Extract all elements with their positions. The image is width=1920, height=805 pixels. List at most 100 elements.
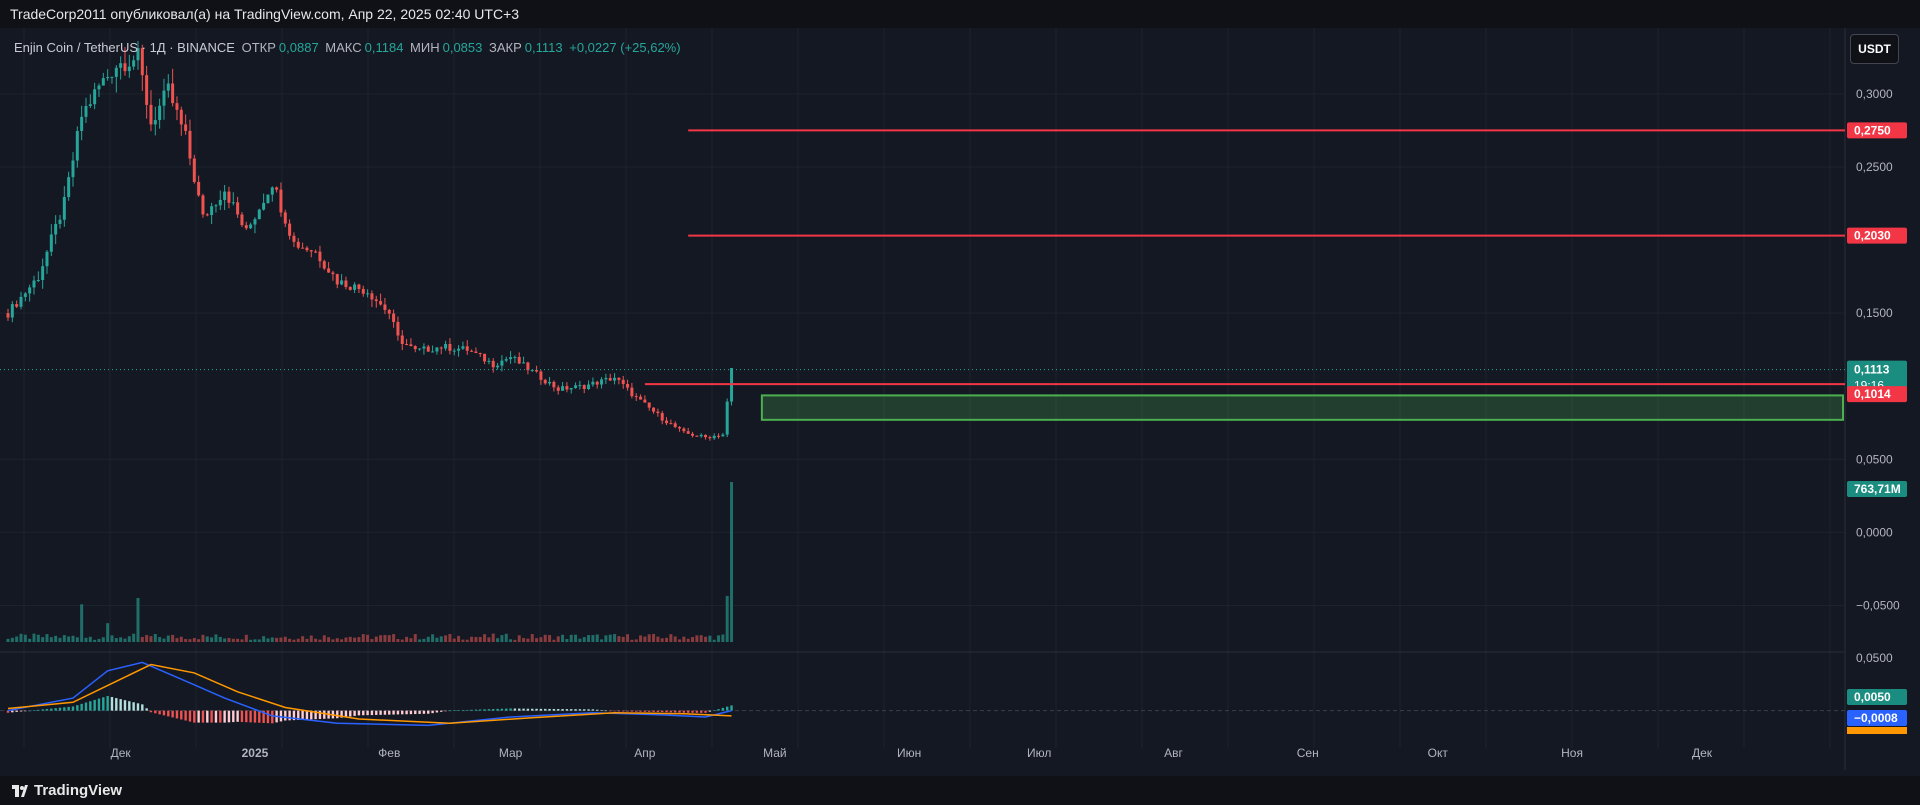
macd-histogram-bar <box>557 709 560 711</box>
volume-bar <box>127 636 131 642</box>
volume-bar <box>314 638 318 642</box>
x-tick-label: Апр <box>634 746 656 760</box>
candle-body <box>535 369 539 372</box>
volume-bar <box>552 639 556 642</box>
candle-body <box>253 219 257 225</box>
candle-body <box>500 360 504 366</box>
volume-bar <box>426 636 430 642</box>
candle-body <box>474 351 478 353</box>
candle-body <box>413 346 417 350</box>
candle-body <box>400 335 404 344</box>
volume-bar <box>145 635 149 642</box>
volume-bar <box>665 637 669 642</box>
resistance-price-tag: 0,1014 <box>1854 387 1891 401</box>
macd-histogram-bar <box>440 710 443 712</box>
macd-histogram-bar <box>336 710 339 719</box>
candle-body <box>634 396 638 398</box>
volume-bar <box>28 638 32 642</box>
volume-bar <box>457 635 461 642</box>
macd-histogram-bar <box>414 710 417 715</box>
resistance-price-tag: 0,2030 <box>1854 229 1891 243</box>
signal-value-tag <box>1847 727 1907 734</box>
volume-bar <box>32 633 36 642</box>
volume-bar <box>88 636 92 642</box>
macd-histogram-tag: 0,0050 <box>1854 690 1891 704</box>
macd-histogram-bar <box>483 709 486 711</box>
macd-histogram-bar <box>552 708 556 711</box>
macd-histogram-bar <box>310 710 313 720</box>
candle-body <box>218 199 222 206</box>
macd-histogram-bar <box>24 710 27 712</box>
candle-body <box>97 85 101 90</box>
candle-body <box>322 261 326 269</box>
volume-bar <box>565 638 569 642</box>
candle-body <box>49 234 53 252</box>
macd-histogram-bar <box>45 708 49 711</box>
candle-body <box>171 83 175 104</box>
macd-histogram-bar <box>578 709 582 711</box>
candle-body <box>578 385 582 387</box>
change-value: +0,0227 (+25,62%) <box>569 40 681 55</box>
candle-body <box>556 387 560 391</box>
volume-bar <box>652 633 656 642</box>
candle-body <box>101 78 105 86</box>
macd-histogram-bar <box>687 710 690 713</box>
macd-histogram-bar <box>392 710 395 715</box>
macd-histogram-bar <box>457 710 460 711</box>
candle-body <box>279 189 283 213</box>
volume-bar <box>54 635 58 642</box>
macd-histogram-bar <box>522 708 525 711</box>
macd-histogram-bar <box>136 703 140 711</box>
x-tick-label: Июл <box>1027 746 1051 760</box>
macd-line <box>7 661 732 727</box>
volume-bar <box>409 638 413 642</box>
low-value: 0,0853 <box>442 40 483 55</box>
candle-body <box>647 402 651 408</box>
candle-body <box>548 381 552 384</box>
candle-body <box>569 388 573 390</box>
volume-bar <box>392 634 396 642</box>
chart-area[interactable]: 0,3000 0,2500 0,1500 0,0500 0,0000 −0,0500 0,0… <box>0 28 1920 776</box>
candle-body <box>184 124 188 131</box>
volume-bar <box>608 634 612 642</box>
volume-bar <box>634 639 638 642</box>
resistance-price-tag: 0,2750 <box>1854 123 1891 137</box>
candle-body <box>201 195 205 215</box>
volume-bar <box>617 636 621 642</box>
macd-histogram-bar <box>717 709 720 711</box>
published-header: TradeCorp2011 опубликовал(а) на TradingV… <box>0 0 1920 28</box>
volume-bar <box>561 634 565 642</box>
volume-bar <box>309 635 313 642</box>
y-tick-label: 0,1500 <box>1856 306 1893 320</box>
y-tick-label: −0,0500 <box>1856 598 1900 612</box>
volume-bar <box>591 635 595 642</box>
candle-body <box>405 343 409 345</box>
candle-body <box>721 434 725 437</box>
volume-bar <box>470 636 474 642</box>
macd-histogram-bar <box>652 710 655 712</box>
macd-histogram-bar <box>708 710 712 712</box>
candle-body <box>483 353 487 362</box>
macd-histogram-bar <box>470 709 473 711</box>
candle-body <box>439 347 443 349</box>
candle-body <box>418 348 422 350</box>
volume-bar <box>396 638 400 642</box>
volume-bar <box>556 636 560 642</box>
currency-button[interactable]: USDT <box>1850 34 1899 64</box>
macd-histogram-bar <box>518 708 521 711</box>
macd-histogram-bar <box>487 709 491 711</box>
macd-histogram-bar <box>526 708 530 711</box>
macd-histogram-bar <box>236 710 239 722</box>
macd-histogram-bar <box>379 710 382 715</box>
macd-histogram-bar <box>197 710 200 723</box>
candle-body <box>717 435 721 437</box>
candle-body <box>127 66 131 72</box>
candle-body <box>357 284 361 289</box>
candle-body <box>617 377 621 380</box>
candle-body <box>80 116 84 131</box>
macd-histogram-bar <box>167 710 170 717</box>
candle-body <box>396 321 400 336</box>
macd-histogram-bar <box>201 710 205 723</box>
macd-histogram-bar <box>102 697 105 711</box>
volume-bar <box>301 636 305 642</box>
